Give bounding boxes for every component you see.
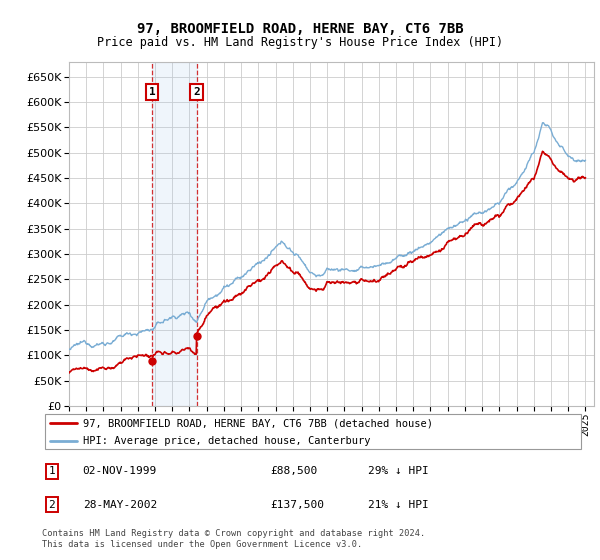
Text: Price paid vs. HM Land Registry's House Price Index (HPI): Price paid vs. HM Land Registry's House … <box>97 36 503 49</box>
Text: Contains HM Land Registry data © Crown copyright and database right 2024.
This d: Contains HM Land Registry data © Crown c… <box>42 529 425 549</box>
FancyBboxPatch shape <box>45 414 581 449</box>
Text: £88,500: £88,500 <box>270 466 317 476</box>
Text: 28-MAY-2002: 28-MAY-2002 <box>83 500 157 510</box>
Text: 2: 2 <box>49 500 55 510</box>
Text: 1: 1 <box>49 466 55 476</box>
Text: 1: 1 <box>149 87 155 97</box>
Bar <box>152 62 197 406</box>
Text: HPI: Average price, detached house, Canterbury: HPI: Average price, detached house, Cant… <box>83 436 370 446</box>
Text: 21% ↓ HPI: 21% ↓ HPI <box>368 500 428 510</box>
Text: £137,500: £137,500 <box>270 500 324 510</box>
Text: 02-NOV-1999: 02-NOV-1999 <box>83 466 157 476</box>
Text: 97, BROOMFIELD ROAD, HERNE BAY, CT6 7BB (detached house): 97, BROOMFIELD ROAD, HERNE BAY, CT6 7BB … <box>83 418 433 428</box>
Text: 29% ↓ HPI: 29% ↓ HPI <box>368 466 428 476</box>
Text: 2: 2 <box>193 87 200 97</box>
Text: 97, BROOMFIELD ROAD, HERNE BAY, CT6 7BB: 97, BROOMFIELD ROAD, HERNE BAY, CT6 7BB <box>137 22 463 36</box>
